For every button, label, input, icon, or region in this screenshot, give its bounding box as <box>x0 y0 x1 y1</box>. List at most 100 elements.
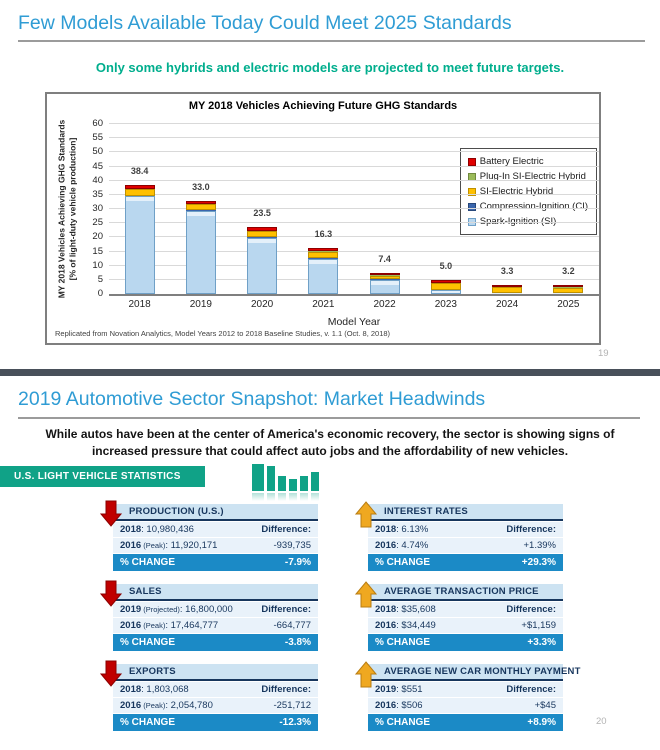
legend-swatch-icon <box>467 187 476 196</box>
stat-row-value: : $35,608 <box>396 604 436 615</box>
bar-segment <box>247 231 278 238</box>
stat-row-value: : 11,920,171 <box>165 540 218 551</box>
bar-segment <box>492 287 523 293</box>
gridline <box>109 193 599 195</box>
legend-item: SI-Electric Hybrid <box>467 184 588 199</box>
y-axis-tick-label: 10 <box>92 259 103 271</box>
up-arrow-icon <box>354 501 378 528</box>
stat-row-difference: Difference: <box>261 524 311 535</box>
chart-plot-area: Battery Electric Plug-In SI-Electric Hybr… <box>109 123 599 310</box>
stacked-bar-2019 <box>185 200 216 294</box>
y-axis-tick-label: 55 <box>92 132 103 144</box>
percent-change-bar: % CHANGE -3.8% <box>113 634 318 651</box>
stat-panel-title: AVERAGE NEW CAR MONTHLY PAYMENT <box>368 664 580 681</box>
up-arrow-icon <box>354 581 378 608</box>
up-arrow-icon <box>354 661 378 688</box>
bar-group-2023: 5.0 2023 <box>415 124 476 310</box>
stat-row: 2019 (Projected): 16,800,000 Difference: <box>113 602 318 617</box>
bar-value-label: 16.3 <box>314 228 333 239</box>
ghg-standards-chart: MY 2018 Vehicles Achieving Future GHG St… <box>45 92 601 345</box>
slide2-title-rule <box>18 417 640 419</box>
stat-row-label: 2016 (Peak): 2,054,780 <box>120 700 213 711</box>
legend-item: Compression-Ignition (CI) <box>467 199 588 214</box>
slide-separator <box>0 369 660 376</box>
slide1-subtitle: Only some hybrids and electric models ar… <box>95 60 565 75</box>
legend-label: Plug-In SI-Electric Hybrid <box>479 171 586 182</box>
percent-change-value: +3.3% <box>527 637 556 648</box>
y-axis-tick-label: 20 <box>92 231 103 243</box>
stat-panel-title: EXPORTS <box>113 664 318 681</box>
percent-change-label: % CHANGE <box>375 717 431 728</box>
stat-row: 2016: $506 +$45 <box>368 698 563 713</box>
bar-segment <box>553 284 584 288</box>
stat-row-year: 2016 <box>375 540 397 551</box>
gridline <box>109 137 599 139</box>
y-axis-tick-label: 0 <box>97 288 103 299</box>
gridline <box>109 179 599 181</box>
y-axis-tick-label: 35 <box>92 188 103 200</box>
bar-segment <box>124 185 155 189</box>
y-axis-tick-label: 40 <box>92 174 103 186</box>
stat-row-note: (Peak) <box>141 701 166 710</box>
percent-change-value: +29.3% <box>521 557 556 568</box>
stat-row: 2018: 10,980,436 Difference: <box>113 522 318 537</box>
percent-change-label: % CHANGE <box>120 557 176 568</box>
bar-segment <box>247 237 278 294</box>
bar-segment <box>185 200 216 204</box>
bar-group-2020: 23.5 2020 <box>232 124 293 310</box>
y-axis-tick-label: 15 <box>92 245 103 257</box>
stacked-bar-2023 <box>430 279 461 294</box>
bar-group-2025: 3.2 2025 <box>538 124 599 310</box>
legend-label: SI-Electric Hybrid <box>479 186 554 197</box>
stat-row-value: : 4.74% <box>396 540 429 551</box>
bar-value-label: 5.0 <box>439 260 453 271</box>
bar-value-label: 7.4 <box>378 254 391 265</box>
x-axis-tick-label: 2022 <box>373 299 396 310</box>
stat-panel-average-new-car-monthly-payment: AVERAGE NEW CAR MONTHLY PAYMENT 2019: $55… <box>354 661 580 731</box>
stat-panel-exports: EXPORTS 2018: 1,803,068 Difference: 2016 (P… <box>99 660 318 731</box>
stat-row-value: : 16,800,000 <box>179 604 233 615</box>
slide1-page-number: 19 <box>598 348 609 359</box>
stat-row-label: 2018: 10,980,436 <box>120 524 194 535</box>
gridline <box>109 208 599 209</box>
stat-row-year: 2019 <box>120 604 142 615</box>
down-arrow-icon <box>99 660 123 687</box>
stat-row: 2019: $551 Difference: <box>368 682 563 697</box>
stat-row-label: 2016 (Peak): 11,920,171 <box>120 540 217 551</box>
stat-panel-average-transaction-price: AVERAGE TRANSACTION PRICE 2018: $35,608 Di… <box>354 581 563 651</box>
stat-row-label: 2016: 4.74% <box>375 540 428 551</box>
x-axis-title: Model Year <box>327 316 381 328</box>
bar-segment <box>247 227 278 231</box>
stat-row-note: (Peak) <box>141 621 166 630</box>
gridline <box>109 151 599 153</box>
stat-row: 2016 (Peak): 2,054,780 -251,712 <box>113 698 318 713</box>
stat-row-label: 2018: $35,608 <box>375 604 436 615</box>
slide2-page-number: 20 <box>596 716 607 727</box>
gridline <box>109 250 599 252</box>
stat-row-value: : $506 <box>396 700 423 711</box>
percent-change-value: -3.8% <box>284 637 311 648</box>
stats-column-right: INTEREST RATES 2018: 6.13% Difference: 2016… <box>354 501 580 731</box>
stat-row-label: 2016: $506 <box>375 700 423 711</box>
stat-panel-title: PRODUCTION (U.S.) <box>113 504 318 521</box>
stat-panel-title: SALES <box>113 584 318 601</box>
percent-change-value: +8.9% <box>527 717 556 728</box>
stat-row-year: 2018 <box>120 684 142 695</box>
x-axis-tick-label: 2018 <box>128 299 151 310</box>
gridline <box>109 278 599 280</box>
stat-row-value: : 10,980,436 <box>141 524 194 535</box>
percent-change-bar: % CHANGE +3.3% <box>368 634 563 651</box>
bar-segment <box>369 273 400 276</box>
gridline <box>109 264 599 266</box>
percent-change-bar: % CHANGE +29.3% <box>368 554 563 571</box>
slide1-title: Few Models Available Today Could Meet 20… <box>18 12 512 34</box>
percent-change-label: % CHANGE <box>120 637 176 648</box>
stat-row-difference: Difference: <box>261 604 311 615</box>
gridline <box>109 123 599 124</box>
bar-segment <box>492 284 523 287</box>
stacked-bar-2020 <box>247 227 278 294</box>
bar-group-2022: 7.4 2022 <box>354 124 415 310</box>
legend-swatch-icon <box>467 157 476 166</box>
legend-label: Compression-Ignition (CI) <box>479 201 588 212</box>
percent-change-value: -12.3% <box>279 717 311 728</box>
